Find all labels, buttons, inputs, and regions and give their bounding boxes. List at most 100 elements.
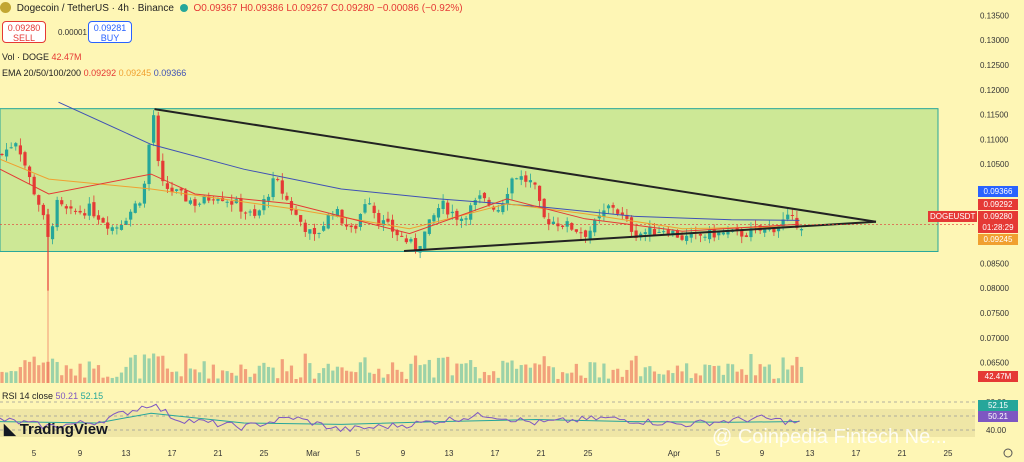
candle-body[interactable] [570, 223, 574, 230]
candle-body[interactable] [790, 215, 794, 217]
ema-legend[interactable]: EMA 20/50/100/200 0.09292 0.09245 0.0936… [2, 68, 186, 78]
candle-body[interactable] [377, 213, 381, 225]
candle-body[interactable] [106, 222, 110, 229]
candle-body[interactable] [138, 203, 142, 206]
candle-body[interactable] [496, 210, 500, 212]
candle-body[interactable] [799, 229, 804, 231]
candle-body[interactable] [469, 205, 473, 220]
candle-body[interactable] [349, 225, 353, 228]
candle-body[interactable] [354, 225, 358, 229]
symbol-title[interactable]: Dogecoin / TetherUS · 4h · Binance [16, 3, 174, 14]
candle-body[interactable] [492, 206, 496, 210]
candle-body[interactable] [147, 144, 151, 185]
volume-legend[interactable]: Vol · DOGE 42.47M [2, 52, 82, 62]
sell-button[interactable]: 0.09280 SELL [2, 21, 46, 43]
candle-body[interactable] [27, 166, 32, 178]
demand-zone-box[interactable] [0, 108, 939, 252]
candle-body[interactable] [597, 215, 601, 219]
candle-body[interactable] [14, 143, 18, 147]
candle-body[interactable] [32, 176, 36, 195]
candle-body[interactable] [515, 178, 519, 180]
candle-body[interactable] [685, 235, 689, 241]
candle-body[interactable] [662, 231, 666, 233]
candle-body[interactable] [510, 178, 514, 194]
candle-body[interactable] [18, 145, 22, 155]
candle-body[interactable] [142, 183, 147, 204]
candle-body[interactable] [317, 232, 321, 234]
candle-body[interactable] [41, 204, 45, 216]
candle-body[interactable] [643, 232, 647, 235]
candle-body[interactable] [312, 227, 317, 235]
candle-body[interactable] [363, 204, 367, 213]
candle-body[interactable] [110, 227, 114, 231]
candle-body[interactable] [537, 185, 542, 201]
candle-body[interactable] [230, 201, 234, 205]
candle-body[interactable] [294, 209, 298, 215]
candle-body[interactable] [680, 235, 684, 240]
candle-body[interactable] [78, 210, 82, 213]
candle-body[interactable] [574, 229, 578, 232]
candle-body[interactable] [239, 198, 243, 212]
candle-body[interactable] [501, 204, 505, 213]
candle-body[interactable] [455, 210, 459, 220]
candle-body[interactable] [772, 229, 776, 233]
candle-body[interactable] [0, 153, 4, 155]
candle-body[interactable] [92, 202, 96, 217]
candle-body[interactable] [152, 115, 156, 143]
candle-body[interactable] [326, 214, 330, 229]
candle-body[interactable] [253, 209, 257, 216]
candle-body[interactable] [322, 226, 326, 231]
rsi-legend[interactable]: RSI 14 close 50.21 52.15 [2, 391, 103, 401]
candle-body[interactable] [207, 196, 211, 201]
candle-body[interactable] [124, 220, 128, 225]
candle-body[interactable] [170, 187, 174, 193]
candle-body[interactable] [64, 206, 68, 209]
candle-body[interactable] [381, 220, 385, 226]
candle-body[interactable] [285, 195, 289, 200]
candle-body[interactable] [386, 218, 390, 222]
candle-body[interactable] [4, 149, 9, 157]
candle-body[interactable] [69, 206, 73, 209]
candle-body[interactable] [73, 210, 78, 212]
candle-body[interactable] [657, 231, 661, 233]
candle-body[interactable] [579, 232, 583, 234]
candle-body[interactable] [611, 205, 615, 208]
candle-body[interactable] [781, 219, 785, 228]
candle-body[interactable] [450, 211, 454, 214]
settings-gear-icon[interactable] [1003, 448, 1013, 458]
candle-body[interactable] [96, 215, 101, 220]
candle-body[interactable] [441, 200, 445, 210]
candle-body[interactable] [83, 213, 87, 216]
candle-body[interactable] [266, 196, 271, 201]
candle-body[interactable] [179, 188, 183, 191]
candle-body[interactable] [735, 227, 739, 230]
candle-body[interactable] [60, 200, 64, 205]
candle-body[interactable] [473, 200, 477, 206]
candle-body[interactable] [436, 208, 441, 218]
candle-body[interactable] [593, 219, 597, 233]
candle-body[interactable] [606, 205, 611, 209]
candle-body[interactable] [303, 222, 307, 232]
candle-body[interactable] [404, 238, 408, 243]
lower-trendline[interactable] [403, 220, 877, 252]
candle-body[interactable] [248, 211, 252, 213]
candle-body[interactable] [193, 199, 197, 206]
candle-body[interactable] [335, 208, 340, 217]
candle-body[interactable] [133, 203, 137, 213]
candle-body[interactable] [216, 199, 220, 201]
candle-body[interactable] [211, 199, 215, 201]
upper-trendline[interactable] [154, 108, 877, 223]
candle-body[interactable] [276, 179, 280, 181]
candle-body[interactable] [345, 224, 349, 227]
candle-body[interactable] [478, 195, 482, 199]
candle-body[interactable] [464, 218, 468, 220]
candle-body[interactable] [225, 201, 229, 203]
candle-body[interactable] [547, 219, 551, 225]
candle-body[interactable] [786, 214, 790, 220]
candle-body[interactable] [188, 200, 192, 204]
candle-body[interactable] [795, 217, 799, 228]
candle-body[interactable] [648, 226, 652, 235]
candle-body[interactable] [671, 230, 675, 236]
candle-body[interactable] [708, 229, 712, 240]
